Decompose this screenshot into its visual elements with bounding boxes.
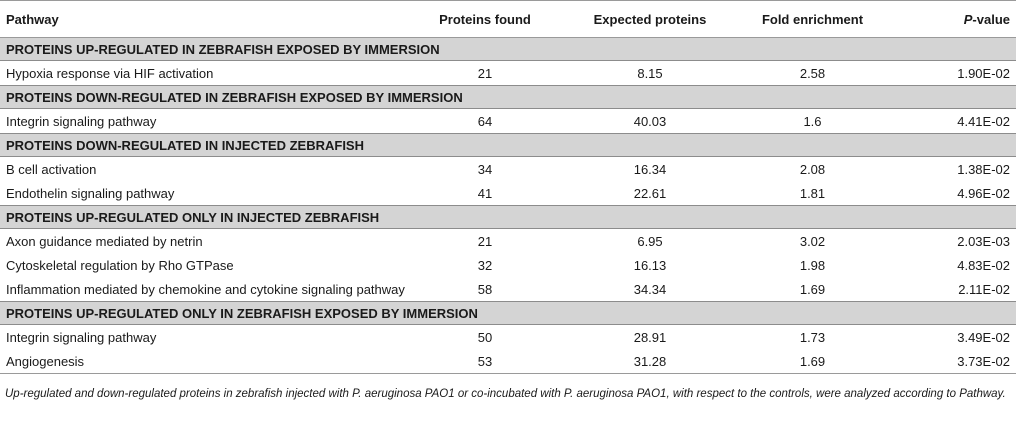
table-header: Pathway Proteins found Expected proteins… xyxy=(0,0,1016,38)
table-caption: Up-regulated and down-regulated proteins… xyxy=(5,388,1006,400)
cell-expected-proteins: 16.13 xyxy=(633,257,667,273)
cell-p-value: 4.41E-02 xyxy=(957,113,1010,129)
cell-proteins-found: 21 xyxy=(477,65,493,81)
table-row: Inflammation mediated by chemokine and c… xyxy=(0,277,1016,302)
cell-fold-enrichment: 1.69 xyxy=(735,349,890,374)
table-row: Hypoxia response via HIF activation 21 8… xyxy=(0,61,1016,86)
cell-fold-enrichment: 3.02 xyxy=(799,233,826,249)
header-fold-enrichment: Fold enrichment xyxy=(735,0,890,38)
cell-proteins-found: 41 xyxy=(477,185,493,201)
table-row: Endothelin signaling pathway 41 22.61 1.… xyxy=(0,181,1016,206)
cell-p-value: 1.38E-02 xyxy=(957,161,1010,177)
table-body: PROTEINS UP-REGULATED IN ZEBRAFISH EXPOS… xyxy=(0,37,1016,374)
cell-expected-proteins: 40.03 xyxy=(633,113,667,129)
table-row: B cell activation 34 16.34 2.08 1.38E-02 xyxy=(0,157,1016,182)
cell-proteins-found: 32 xyxy=(477,257,493,273)
cell-pathway: Endothelin signaling pathway xyxy=(6,185,175,201)
table-row: Cytoskeletal regulation by Rho GTPase 32… xyxy=(0,253,1016,277)
cell-pathway: Axon guidance mediated by netrin xyxy=(6,233,203,249)
header-p-suffix: -value xyxy=(972,11,1010,27)
cell-fold-enrichment: 1.81 xyxy=(799,185,826,201)
pathway-table: Pathway Proteins found Expected proteins… xyxy=(0,0,1016,374)
cell-proteins-found: 50 xyxy=(477,329,493,345)
section-row: PROTEINS UP-REGULATED ONLY IN INJECTED Z… xyxy=(0,205,1016,229)
section-row: PROTEINS UP-REGULATED ONLY IN ZEBRAFISH … xyxy=(0,301,1016,325)
cell-p-value: 3.49E-02 xyxy=(957,329,1010,345)
cell-proteins-found: 64 xyxy=(477,113,493,129)
cell-p-value: 4.83E-02 xyxy=(957,257,1010,273)
cell-proteins-found: 53 xyxy=(405,349,565,374)
section-row: PROTEINS DOWN-REGULATED IN INJECTED ZEBR… xyxy=(0,133,1016,157)
cell-p-value: 3.73E-02 xyxy=(890,349,1016,374)
cell-pathway: Integrin signaling pathway xyxy=(6,113,157,129)
cell-pathway: Cytoskeletal regulation by Rho GTPase xyxy=(6,257,234,273)
section-title: PROTEINS UP-REGULATED ONLY IN ZEBRAFISH … xyxy=(0,301,1016,325)
cell-expected-proteins: 31.28 xyxy=(565,349,735,374)
section-title: PROTEINS DOWN-REGULATED IN INJECTED ZEBR… xyxy=(0,133,1016,157)
table-row: Integrin signaling pathway 64 40.03 1.6 … xyxy=(0,109,1016,134)
cell-expected-proteins: 8.15 xyxy=(637,65,663,81)
cell-p-value: 4.96E-02 xyxy=(957,185,1010,201)
cell-proteins-found: 21 xyxy=(477,233,493,249)
section-row: PROTEINS DOWN-REGULATED IN ZEBRAFISH EXP… xyxy=(0,85,1016,109)
section-row: PROTEINS UP-REGULATED IN ZEBRAFISH EXPOS… xyxy=(0,37,1016,61)
cell-proteins-found: 34 xyxy=(477,161,493,177)
section-title: PROTEINS DOWN-REGULATED IN ZEBRAFISH EXP… xyxy=(0,85,1016,109)
cell-fold-enrichment: 1.73 xyxy=(799,329,826,345)
cell-pathway: Hypoxia response via HIF activation xyxy=(6,65,214,81)
cell-p-value: 1.90E-02 xyxy=(957,65,1010,81)
cell-fold-enrichment: 2.58 xyxy=(799,65,826,81)
cell-p-value: 2.03E-03 xyxy=(957,233,1010,249)
cell-pathway: Angiogenesis xyxy=(0,349,405,374)
cell-expected-proteins: 16.34 xyxy=(633,161,667,177)
table-row: Angiogenesis 53 31.28 1.69 3.73E-02 xyxy=(0,349,1016,374)
table-row: Axon guidance mediated by netrin 21 6.95… xyxy=(0,229,1016,254)
header-p-letter: P xyxy=(963,11,973,27)
header-proteins-found: Proteins found xyxy=(405,0,565,38)
table-row: Integrin signaling pathway 50 28.91 1.73… xyxy=(0,325,1016,350)
section-title: PROTEINS UP-REGULATED IN ZEBRAFISH EXPOS… xyxy=(0,37,1016,61)
cell-pathway: Inflammation mediated by chemokine and c… xyxy=(6,281,405,297)
header-expected-proteins: Expected proteins xyxy=(565,0,735,38)
cell-fold-enrichment: 1.6 xyxy=(803,113,822,129)
header-pathway: Pathway xyxy=(0,0,405,38)
cell-fold-enrichment: 1.69 xyxy=(799,281,826,297)
section-title: PROTEINS UP-REGULATED ONLY IN INJECTED Z… xyxy=(0,205,1016,229)
cell-expected-proteins: 28.91 xyxy=(633,329,667,345)
cell-fold-enrichment: 2.08 xyxy=(799,161,826,177)
cell-fold-enrichment: 1.98 xyxy=(799,257,826,273)
cell-expected-proteins: 6.95 xyxy=(637,233,663,249)
cell-pathway: Integrin signaling pathway xyxy=(6,329,157,345)
header-row: Pathway Proteins found Expected proteins… xyxy=(0,0,1016,38)
cell-proteins-found: 58 xyxy=(477,281,493,297)
header-p-value: P-value xyxy=(890,0,1016,38)
cell-pathway: B cell activation xyxy=(6,161,97,177)
cell-p-value: 2.11E-02 xyxy=(958,281,1010,297)
cell-expected-proteins: 34.34 xyxy=(633,281,667,297)
cell-expected-proteins: 22.61 xyxy=(633,185,667,201)
